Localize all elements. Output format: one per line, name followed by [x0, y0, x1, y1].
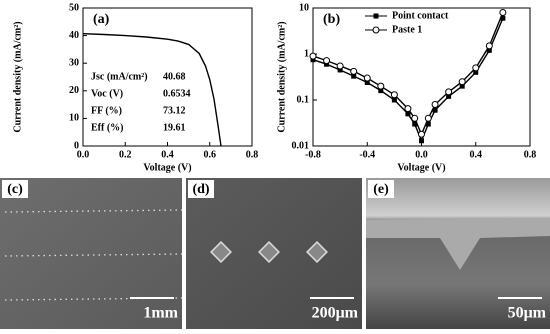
marker [391, 97, 397, 103]
x-axis-label: Voltage (V) [143, 162, 191, 173]
table-label: FF (%) [91, 105, 122, 116]
y-tick-label: 40 [69, 30, 79, 41]
panel-label: (a) [93, 12, 110, 27]
marker [351, 73, 357, 79]
marker [424, 114, 432, 122]
marker [336, 62, 344, 70]
marker [418, 130, 425, 138]
scale-label: 1mm [143, 305, 178, 322]
x-tick-label: -0.8 [305, 149, 321, 160]
marker [390, 91, 398, 99]
cross-section [366, 218, 550, 270]
x-tick-label: 0.0 [77, 149, 90, 160]
marker [404, 105, 412, 113]
legend-marker [372, 26, 380, 34]
scale-label: 200μm [312, 305, 359, 322]
table-value: 19.61 [163, 122, 186, 133]
marker [445, 88, 453, 96]
panel-label: (b) [323, 12, 340, 27]
marker [324, 61, 330, 67]
legend-label: Paste 1 [392, 24, 422, 35]
table-label: Eff (%) [91, 122, 124, 133]
y-tick-label: 20 [69, 85, 79, 96]
marker [310, 57, 316, 63]
table-value: 73.12 [163, 105, 186, 116]
marker [473, 69, 479, 75]
x-tick-label: 0.2 [119, 149, 132, 160]
label-box [2, 180, 28, 198]
panel-label: (c) [7, 182, 23, 197]
marker [459, 83, 465, 89]
panel-label: (d) [192, 182, 209, 197]
marker [432, 107, 438, 113]
y-tick-label: 10 [69, 113, 79, 124]
marker [350, 67, 358, 75]
marker [364, 80, 370, 86]
marker [337, 67, 343, 73]
panel-label: (e) [373, 182, 389, 197]
y-tick-label: 10 [299, 2, 309, 13]
curve [82, 33, 222, 147]
marker [377, 82, 385, 90]
curve [312, 17, 504, 143]
table-label: Voc (V) [91, 88, 123, 99]
marker [446, 93, 452, 99]
marker [485, 42, 493, 50]
marker [431, 100, 439, 108]
marker [363, 74, 371, 82]
x-tick-label: 0.4 [161, 149, 174, 160]
x-tick-label: 0.8 [524, 149, 537, 160]
marker [458, 78, 466, 86]
y-tick-label: 1 [304, 48, 309, 59]
y-tick-label: 0.01 [292, 140, 310, 151]
marker [500, 15, 506, 21]
marker [499, 8, 507, 16]
contact-dots [4, 209, 183, 301]
marker [411, 114, 419, 122]
marker [323, 57, 331, 65]
scale-label: 50μm [508, 305, 547, 322]
legend-marker [373, 13, 379, 19]
x-tick-label: 0.0 [415, 149, 428, 160]
marker [425, 121, 431, 127]
marker [412, 121, 418, 127]
y-tick-label: 0 [74, 140, 79, 151]
marker [486, 47, 492, 53]
x-tick-label: 0.8 [246, 149, 259, 160]
x-tick-label: 0.6 [204, 149, 217, 160]
y-axis-label: Current density (mA/cm²) [276, 21, 287, 132]
table-label: Jsc (mA/cm²) [91, 71, 148, 82]
label-box [188, 180, 214, 198]
x-tick-label: -0.4 [359, 149, 375, 160]
table-value: 0.6534 [163, 88, 191, 99]
marker [378, 88, 384, 94]
y-tick-label: 50 [69, 2, 79, 13]
sem-image [0, 178, 182, 329]
label-box [368, 180, 394, 198]
x-tick-label: 0.4 [470, 149, 483, 160]
x-axis-label: Voltage (V) [397, 162, 445, 173]
marker [405, 111, 411, 117]
y-axis-label: Current density (mA/cm²) [12, 21, 23, 132]
y-tick-label: 0.1 [297, 94, 310, 105]
marker [472, 64, 480, 72]
marker [419, 138, 424, 144]
legend-label: Point contact [392, 10, 449, 21]
marker [309, 52, 317, 60]
contact-pits [210, 241, 328, 263]
y-tick-label: 30 [69, 57, 79, 68]
table-value: 40.68 [163, 71, 186, 82]
